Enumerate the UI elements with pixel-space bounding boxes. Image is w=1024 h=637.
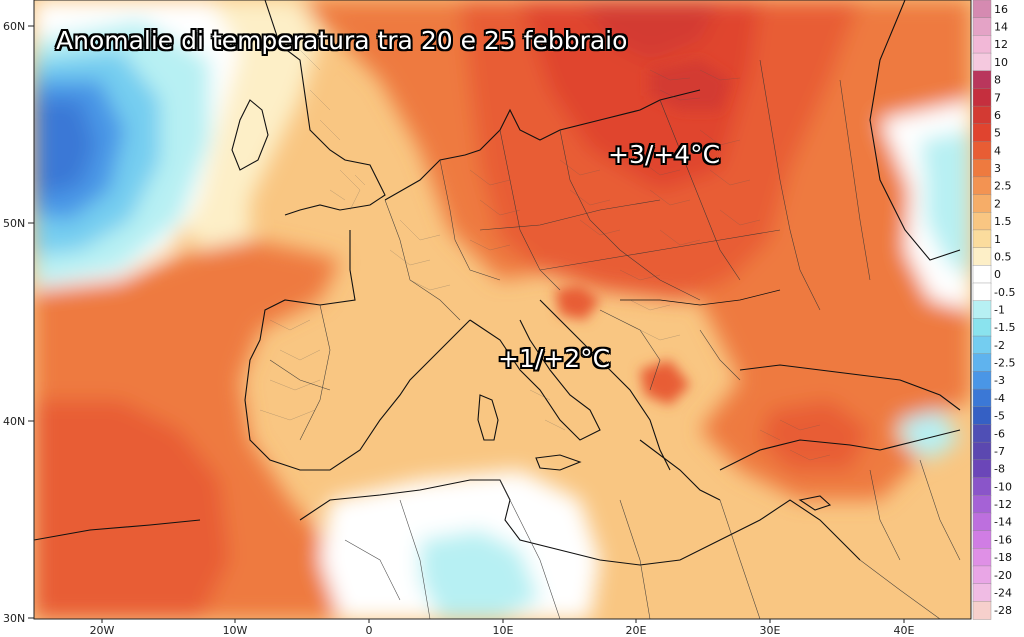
legend-label: -2 [994, 339, 1005, 352]
legend-swatch [972, 424, 992, 443]
legend-swatch [972, 194, 992, 213]
legend-swatch [972, 17, 992, 37]
legend-label: 7 [994, 91, 1001, 104]
legend-swatch [972, 141, 992, 160]
anomaly-field [34, 0, 971, 619]
legend-label: -4 [994, 392, 1005, 405]
border-lines [269, 59, 961, 619]
legend-swatch [972, 530, 992, 549]
legend-swatch [972, 123, 992, 143]
legend-label: 14 [994, 21, 1008, 34]
legend-swatch [972, 459, 992, 479]
legend-label: -7 [994, 445, 1005, 458]
legend-label: 10 [994, 56, 1008, 69]
legend-label: 2.5 [994, 180, 1012, 193]
legend-swatch [972, 318, 992, 337]
legend-label: -28 [994, 604, 1012, 617]
legend-swatch [972, 495, 992, 514]
legend-label: -0.5 [994, 286, 1015, 299]
legend-label: 0 [994, 268, 1001, 281]
legend-swatch [972, 548, 992, 567]
legend-label: 1.5 [994, 215, 1012, 228]
legend-swatch [972, 282, 992, 302]
lon-label: 20W [90, 624, 115, 637]
legend-label: -16 [994, 533, 1012, 546]
legend-swatch [972, 353, 992, 373]
lat-label: 40N [3, 415, 25, 428]
legend-label: -24 [994, 586, 1012, 599]
legend-swatch [972, 52, 992, 72]
legend-label: -8 [994, 463, 1005, 476]
legend-label: 12 [994, 38, 1008, 51]
lon-label: 10E [493, 624, 514, 637]
lat-label: 60N [3, 20, 25, 33]
legend-label: -12 [994, 498, 1012, 511]
legend-swatch [972, 565, 992, 585]
lon-label: 20E [626, 624, 647, 637]
legend-swatch [972, 158, 992, 178]
legend-label: 1 [994, 233, 1001, 246]
legend-swatch [972, 265, 992, 284]
anomaly-annotation: +3/+4°C [608, 140, 721, 169]
legend-label: -20 [994, 569, 1012, 582]
legend-swatch [972, 601, 992, 620]
legend-swatch [972, 583, 992, 603]
lon-axis: 20W 10W 0 10E 20E 30E 40E [90, 619, 915, 637]
legend-label: -14 [994, 516, 1012, 529]
coastlines [34, 0, 961, 566]
anomaly-annotation: +1/+2°C [498, 344, 611, 373]
lat-axis: 60N 50N 40N 30N [3, 20, 34, 625]
legend-label: -1.5 [994, 321, 1015, 334]
legend-swatch [972, 35, 992, 54]
legend-label: -5 [994, 410, 1005, 423]
legend-swatch [972, 70, 992, 90]
legend-label: 0.5 [994, 250, 1012, 263]
legend-swatch [972, 371, 992, 390]
lon-label: 0 [366, 624, 373, 637]
map-frame [33, 0, 972, 620]
legend-swatch [972, 406, 992, 426]
color-legend: 16 14 12 10 8 7 6 5 4 3 2.5 2 1.5 1 0.5 0 -0.5 -1 -1.5 -2 -2… [972, 0, 1015, 620]
legend-swatch [972, 247, 992, 266]
legend-label: 8 [994, 74, 1001, 87]
legend-swatch [972, 105, 992, 125]
lon-label: 10W [223, 624, 248, 637]
legend-swatch [972, 512, 992, 532]
lat-label: 50N [3, 217, 25, 230]
legend-swatch [972, 441, 992, 461]
legend-swatch [972, 0, 992, 19]
map-title: Anomalie di temperatura tra 20 e 25 febb… [56, 26, 628, 55]
legend-swatch [972, 477, 992, 496]
legend-swatch [972, 176, 992, 196]
legend-swatch [972, 88, 992, 107]
legend-label: -2.5 [994, 357, 1015, 370]
legend-label: 5 [994, 127, 1001, 140]
legend-label: -18 [994, 551, 1012, 564]
legend-label: -1 [994, 304, 1005, 317]
legend-label: 16 [994, 3, 1008, 16]
legend-swatch [972, 229, 992, 249]
legend-swatch [972, 388, 992, 408]
lon-label: 30E [760, 624, 781, 637]
legend-label: 4 [994, 144, 1001, 157]
legend-label: -10 [994, 480, 1012, 493]
lon-label: 40E [894, 624, 915, 637]
legend-swatch [972, 300, 992, 320]
legend-label: 3 [994, 162, 1001, 175]
legend-swatch [972, 335, 992, 355]
legend-label: 2 [994, 197, 1001, 210]
lat-label: 30N [3, 612, 25, 625]
province-lines [259, 49, 831, 461]
legend-label: 6 [994, 109, 1001, 122]
legend-swatch [972, 212, 992, 231]
legend-label: -6 [994, 427, 1005, 440]
legend-label: -3 [994, 374, 1005, 387]
